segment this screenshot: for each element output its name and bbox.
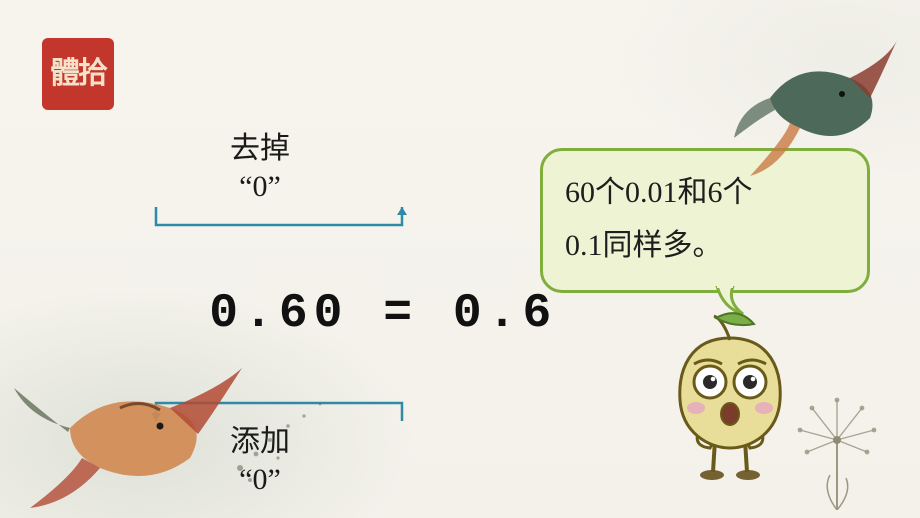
ink-splash-icon [230,388,350,488]
annotation-top: 去掉 “0” [160,130,360,205]
bubble-line2: 0.1同样多。 [565,229,723,262]
annotation-top-quoted: “0” [239,170,281,203]
apple-character-icon [660,310,800,480]
koi-bottom-left-icon [10,328,250,508]
koi-top-right-icon [730,28,900,178]
equation-op: = [383,287,418,341]
bubble-line1: 60个0.01和6个 [565,176,753,209]
seal-text: 體拾 [50,59,106,89]
equation-right: 0.6 [453,287,557,341]
bracket-top [150,207,410,233]
annotation-top-label: 去掉 [230,132,290,165]
seal-stamp: 體拾 [42,38,114,110]
dandelion-icon [782,390,892,510]
